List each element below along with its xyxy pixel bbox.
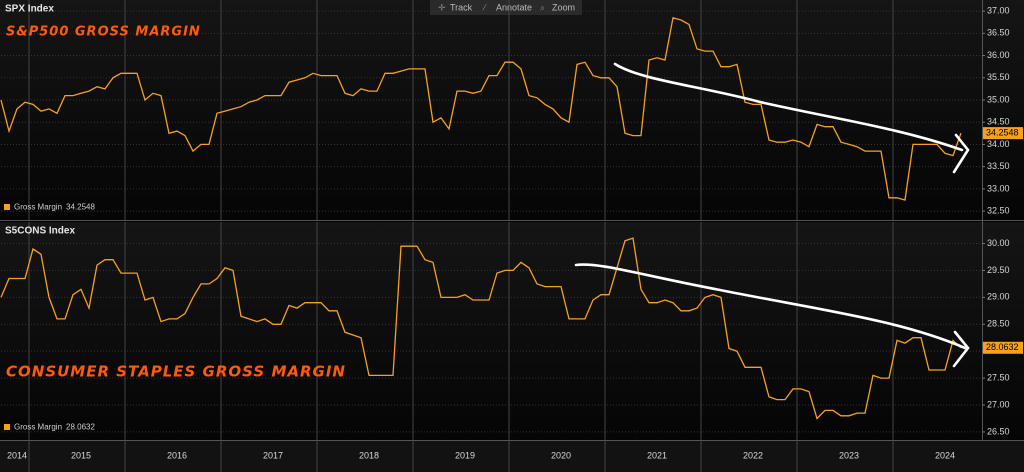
y-tick-label: 30.00 (987, 238, 1010, 248)
x-tick-label: 2024 (935, 450, 955, 460)
last-value-label: 34.2548 (986, 127, 1019, 137)
series-line (0, 237, 962, 420)
arrow-head (952, 330, 970, 368)
x-tick-label: 2016 (167, 450, 187, 460)
y-tick-label: 34.50 (987, 117, 1010, 127)
x-tick-label: 2023 (839, 450, 859, 460)
y-tick-label: 29.50 (987, 265, 1010, 275)
legend-name: Gross Margin (14, 423, 62, 432)
legend-text: Gross Margin 28.0632 (14, 423, 95, 432)
panel-title: SPX Index (5, 4, 54, 15)
last-value-tag (983, 341, 1023, 354)
y-tick-label: 28.50 (987, 319, 1010, 329)
y-tick-label: 36.00 (987, 50, 1010, 60)
x-tick-label: 2015 (71, 450, 91, 460)
y-tick-label: 29.00 (987, 292, 1010, 302)
toolbar: Track Annotate Zoom ✛ ⁄ ⌕ (430, 0, 582, 15)
legend-swatch (4, 424, 10, 430)
arrow-head (952, 133, 970, 174)
annotation: S&P500 GROSS MARGIN (6, 25, 201, 40)
arrow (574, 263, 967, 350)
last-value-tag (983, 127, 1023, 140)
toolbar-button[interactable]: Annotate (496, 2, 532, 12)
x-tick-label: 2017 (263, 450, 283, 460)
x-tick-label: 2021 (647, 450, 667, 460)
toolbar-icon: ⁄ (482, 2, 487, 12)
y-tick-label: 35.50 (987, 72, 1010, 82)
x-tick-label: 2018 (359, 450, 379, 460)
toolbar-icon: ✛ (438, 2, 446, 12)
legend-name: Gross Margin (14, 203, 62, 212)
toolbar-button[interactable]: Zoom (552, 2, 575, 12)
legend-swatch (4, 204, 10, 210)
toolbar-button[interactable]: Track (450, 2, 473, 12)
arrows (574, 62, 970, 368)
x-axis-strip (0, 440, 1024, 472)
y-tick-label: 26.50 (987, 426, 1010, 436)
panel-background (0, 222, 1024, 440)
y-tick-label: 36.50 (987, 28, 1010, 38)
y-tick-label: 27.50 (987, 372, 1010, 382)
x-tick-label: 2014 (7, 450, 27, 460)
legend-text: Gross Margin 34.2548 (14, 203, 95, 212)
legend-value: 34.2548 (66, 203, 95, 212)
toolbar-icon: ⌕ (540, 2, 545, 12)
panel-background (0, 0, 1024, 220)
y-tick-label: 34.00 (987, 139, 1010, 149)
y-tick-label: 37.00 (987, 5, 1010, 15)
legend-value: 28.0632 (66, 423, 95, 432)
y-tick-label: 27.00 (987, 399, 1010, 409)
annotation: CONSUMER STAPLES GROSS MARGIN (6, 363, 346, 381)
y-tick-label: 35.00 (987, 94, 1010, 104)
x-tick-label: 2020 (551, 450, 571, 460)
y-tick-label: 32.50 (987, 205, 1010, 215)
x-tick-label: 2019 (455, 450, 475, 460)
series-line (0, 16, 962, 201)
y-tick-label: 33.50 (987, 161, 1010, 171)
last-value-label: 28.0632 (986, 342, 1019, 352)
arrow (613, 62, 964, 152)
panel-title: S5CONS Index (5, 226, 75, 237)
y-tick-label: 33.00 (987, 183, 1010, 193)
x-tick-label: 2022 (743, 450, 763, 460)
